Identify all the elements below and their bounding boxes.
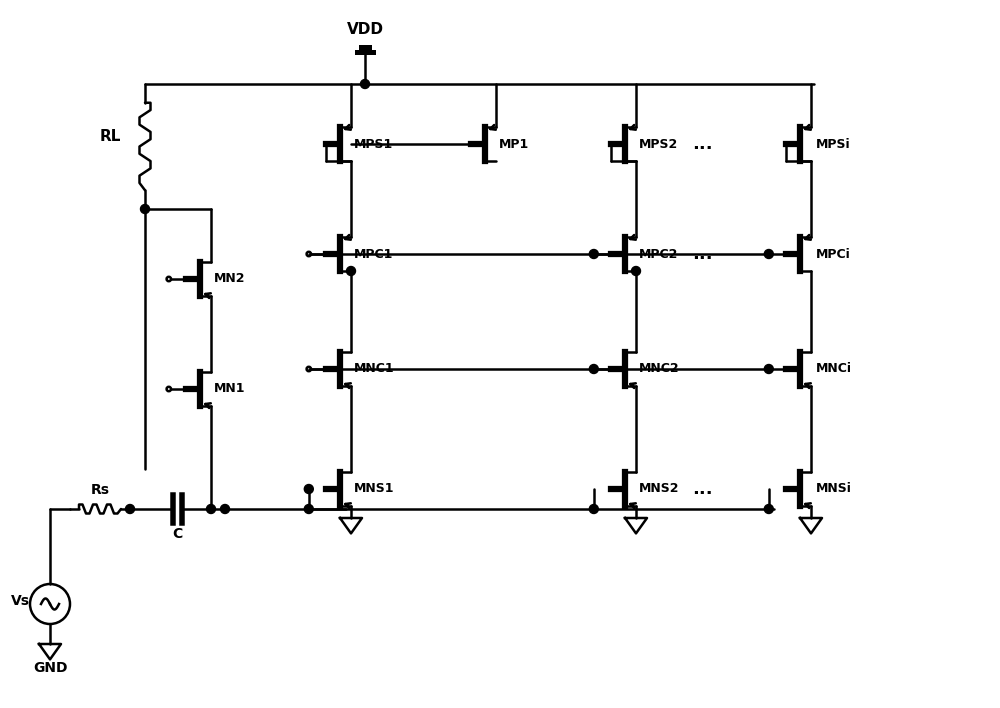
Text: MN1: MN1	[214, 382, 246, 396]
Text: ...: ...	[692, 480, 713, 498]
Circle shape	[632, 266, 640, 275]
Text: MPS1: MPS1	[354, 137, 393, 151]
Text: MNC2: MNC2	[639, 362, 680, 375]
Text: MP1: MP1	[499, 137, 529, 151]
Text: MNS2: MNS2	[639, 482, 680, 496]
Text: MNSi: MNSi	[816, 482, 852, 496]
Circle shape	[764, 365, 773, 374]
Text: MNCi: MNCi	[816, 362, 852, 375]
Text: GND: GND	[33, 661, 67, 675]
Circle shape	[220, 505, 230, 513]
Text: C: C	[172, 527, 183, 541]
Circle shape	[347, 266, 356, 275]
Circle shape	[764, 249, 773, 258]
Circle shape	[207, 505, 216, 513]
Text: Vs: Vs	[11, 594, 30, 608]
Text: ...: ...	[692, 135, 713, 153]
Text: MPC2: MPC2	[639, 248, 678, 261]
Text: Rs: Rs	[90, 483, 110, 497]
Circle shape	[589, 505, 598, 513]
Text: MPCi: MPCi	[816, 248, 851, 261]
Text: VDD: VDD	[347, 22, 384, 37]
Text: ...: ...	[692, 245, 713, 263]
Circle shape	[140, 205, 150, 214]
Text: MNC1: MNC1	[354, 362, 395, 375]
Circle shape	[360, 79, 370, 88]
Text: MPC1: MPC1	[354, 248, 393, 261]
Circle shape	[126, 505, 134, 513]
Text: MPSi: MPSi	[816, 137, 851, 151]
Circle shape	[304, 484, 313, 493]
Text: RL: RL	[99, 129, 121, 144]
Text: MNS1: MNS1	[354, 482, 394, 496]
Circle shape	[589, 249, 598, 258]
Text: MN2: MN2	[214, 273, 246, 285]
Circle shape	[304, 505, 313, 513]
Circle shape	[764, 505, 773, 513]
Circle shape	[589, 365, 598, 374]
Text: MPS2: MPS2	[639, 137, 678, 151]
